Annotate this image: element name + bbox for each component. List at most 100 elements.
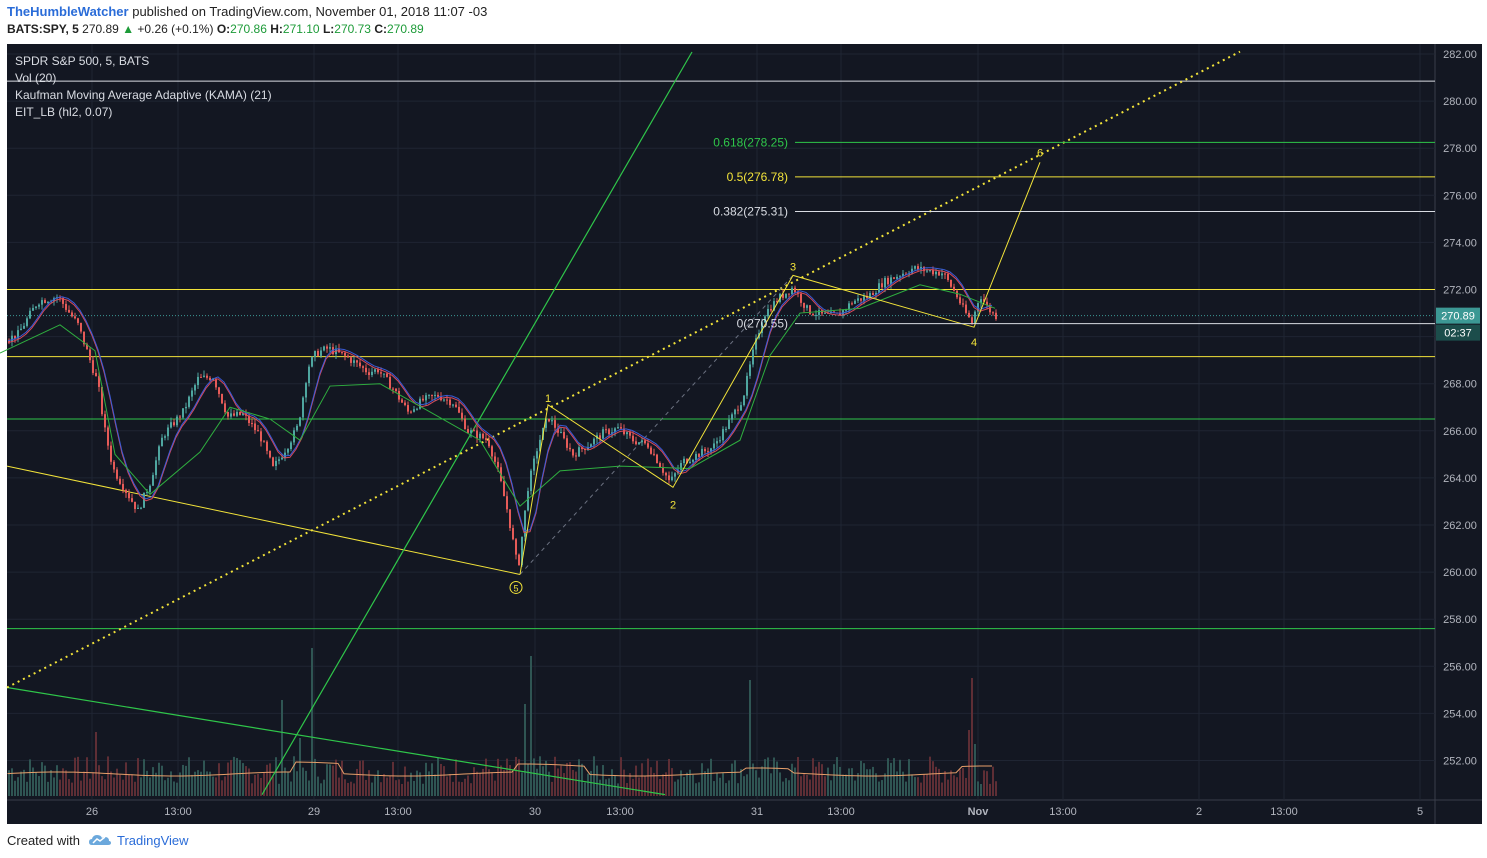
candle-body <box>14 335 16 339</box>
volume-bar <box>842 774 844 796</box>
candle-body <box>488 439 490 447</box>
legend-eit[interactable]: EIT_LB (hl2, 0.07) <box>15 105 112 119</box>
price-tick-label: 266.00 <box>1443 426 1477 438</box>
volume-bar <box>449 773 451 796</box>
volume-bar <box>278 783 280 796</box>
volume-bar <box>506 758 508 796</box>
volume-bar <box>344 779 346 796</box>
candle-body <box>692 459 694 462</box>
candle-body <box>866 296 868 299</box>
author-link[interactable]: TheHumbleWatcher <box>7 4 129 19</box>
volume-bar <box>626 783 628 796</box>
volume-bar <box>713 781 715 796</box>
volume-bar <box>44 765 46 796</box>
kama-line <box>0 284 996 507</box>
candle-body <box>311 357 313 367</box>
volume-bar <box>983 770 985 796</box>
volume-bar <box>785 778 787 796</box>
volume-bar <box>389 775 391 796</box>
price-chart[interactable]: 5 1 2 3 4 6 0.618(278.25) 0.5(276.78) 0.382(275… <box>0 44 1487 824</box>
volume-bar <box>335 759 337 796</box>
volume-bar <box>485 758 487 796</box>
candle-body <box>479 433 481 439</box>
candle-body <box>434 394 436 396</box>
candle-body <box>29 310 31 319</box>
volume-bar <box>545 760 547 796</box>
volume-bar <box>95 732 97 796</box>
candle-body <box>485 438 487 440</box>
candle-body <box>632 435 634 442</box>
candle-body <box>398 391 400 400</box>
legend-title[interactable]: SPDR S&P 500, 5, BATS <box>15 54 149 68</box>
volume-bar <box>152 767 154 796</box>
candle-body <box>161 437 163 447</box>
volume-bar <box>776 761 778 796</box>
volume-bar <box>164 780 166 796</box>
price-tick-label: 256.00 <box>1443 661 1477 673</box>
volume-bar <box>476 771 478 796</box>
wave-label: 1 <box>545 393 551 405</box>
wave-5-circle <box>509 580 523 594</box>
candle-body <box>824 312 826 314</box>
candle-body <box>155 460 157 476</box>
legend-kama[interactable]: Kaufman Moving Average Adaptive (KAMA) (… <box>15 88 272 102</box>
wave-path <box>519 162 1041 575</box>
candle-body <box>362 366 364 368</box>
volume-bar <box>659 779 661 796</box>
time-axis[interactable] <box>7 800 1482 824</box>
candle-body <box>197 376 199 386</box>
volume-bar <box>521 772 523 796</box>
elliott-wave: 5 1 2 3 4 6 <box>509 147 1043 594</box>
volume-bar <box>620 757 622 796</box>
volume-bar <box>230 759 232 796</box>
volume-bar <box>473 767 475 796</box>
candle-body <box>458 406 460 413</box>
volume-bar <box>575 771 577 796</box>
indicator-legend: SPDR S&P 500, 5, BATS Vol (20) Kaufman M… <box>15 54 272 119</box>
candle-body <box>143 492 145 508</box>
candle-body <box>350 357 352 363</box>
volume-bar <box>917 777 919 796</box>
volume-bar <box>47 781 49 796</box>
volume-bar <box>494 780 496 796</box>
tradingview-link[interactable]: TradingView <box>117 833 189 848</box>
candle-body <box>938 271 940 276</box>
candle-body <box>653 453 655 455</box>
candle-body <box>641 440 643 443</box>
volume-bar <box>482 768 484 796</box>
volume-bar <box>524 704 526 796</box>
volume-bar <box>263 772 265 796</box>
price-axis[interactable] <box>1435 44 1482 800</box>
volume-bar <box>737 783 739 796</box>
volume-bar <box>296 771 298 796</box>
volume-bar <box>986 771 988 796</box>
candle-body <box>833 311 835 313</box>
volume-bar <box>803 774 805 796</box>
candle-body <box>992 312 994 314</box>
volume-bar <box>299 738 301 796</box>
candle-body <box>20 328 22 331</box>
candle-body <box>695 453 697 460</box>
volume-bar <box>758 777 760 796</box>
volume-bar <box>869 769 871 796</box>
candle-body <box>377 369 379 373</box>
candle-body <box>524 510 526 537</box>
candle-body <box>755 338 757 350</box>
volume-bar <box>371 782 373 796</box>
price-tick-label: 252.00 <box>1443 756 1477 768</box>
candle-body <box>980 299 982 304</box>
volume-bar <box>89 778 91 796</box>
candle-body <box>701 448 703 457</box>
candle-body <box>950 279 952 287</box>
volume-bar <box>62 768 64 796</box>
price-tick-label: 274.00 <box>1443 237 1477 249</box>
volume-bar <box>962 768 964 796</box>
volume-bar <box>305 770 307 796</box>
volume-bar <box>959 769 961 796</box>
legend-vol[interactable]: Vol (20) <box>15 71 56 85</box>
volume-bar <box>638 777 640 796</box>
price-tick-label: 280.00 <box>1443 96 1477 108</box>
candle-body <box>191 390 193 397</box>
candle-body <box>752 349 754 365</box>
price-tick-label: 268.00 <box>1443 379 1477 391</box>
